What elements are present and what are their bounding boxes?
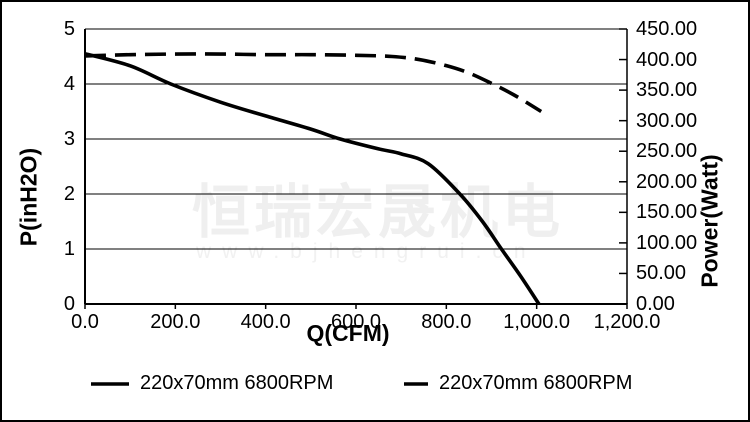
right-axis-tick-label: 350.00 <box>636 79 698 102</box>
x-axis-tick-label: 800.0 <box>421 311 472 333</box>
legend-line-solid-icon <box>91 381 129 386</box>
x-axis-tick-label: 0.0 <box>71 311 99 333</box>
left-axis-tick-label: 2 <box>63 183 75 205</box>
right-axis-tick-label: 450.00 <box>636 18 698 40</box>
y-axis-title-left: P(inH2O) <box>15 147 42 247</box>
legend-line-dashed-icon <box>404 381 428 386</box>
watermark-url: www.bjhengrui.cn <box>196 240 537 263</box>
x-axis-tick-label: 600.0 <box>330 311 382 333</box>
left-axis-tick-label: 3 <box>63 128 75 150</box>
left-axis-tick-label: 4 <box>63 73 75 95</box>
watermark-text: 恒瑞宏晟机电 <box>192 180 565 245</box>
legend-label: 220x70mm 6800RPM <box>140 372 334 394</box>
x-axis-title: Q(CFM) <box>306 320 390 346</box>
x-axis-tick-label: 400.0 <box>240 311 291 333</box>
left-axis-tick-label: 0 <box>63 293 75 315</box>
right-axis-tick-label: 100.00 <box>636 231 698 254</box>
right-axis-tick-label: 400.00 <box>636 48 698 71</box>
right-axis-tick-label: 200.00 <box>636 170 698 193</box>
left-axis-tick-label: 1 <box>63 238 75 260</box>
right-axis-tick-label: 0.00 <box>636 293 675 315</box>
right-axis-tick-label: 50.00 <box>636 262 687 285</box>
y-axis-title-right: Power(Watt) <box>696 154 723 288</box>
legend-item-pressure: 220x70mm 6800RPM <box>90 372 333 395</box>
x-axis-tick-label: 1,000.0 <box>503 311 571 333</box>
pressure-curve <box>84 52 541 305</box>
legend-label: 220x70mm 6800RPM <box>439 372 633 394</box>
x-axis-tick-label: 200.0 <box>150 311 201 333</box>
legend-item-power: 220x70mm 6800RPM <box>403 372 632 395</box>
right-axis-tick-label: 250.00 <box>636 140 698 163</box>
x-axis-tick-label: 1,200.0 <box>593 311 661 333</box>
power-curve <box>84 52 543 114</box>
left-axis-tick-label: 5 <box>63 18 75 40</box>
right-axis-tick-label: 300.00 <box>636 109 698 132</box>
right-axis-tick-label: 150.00 <box>636 201 698 224</box>
